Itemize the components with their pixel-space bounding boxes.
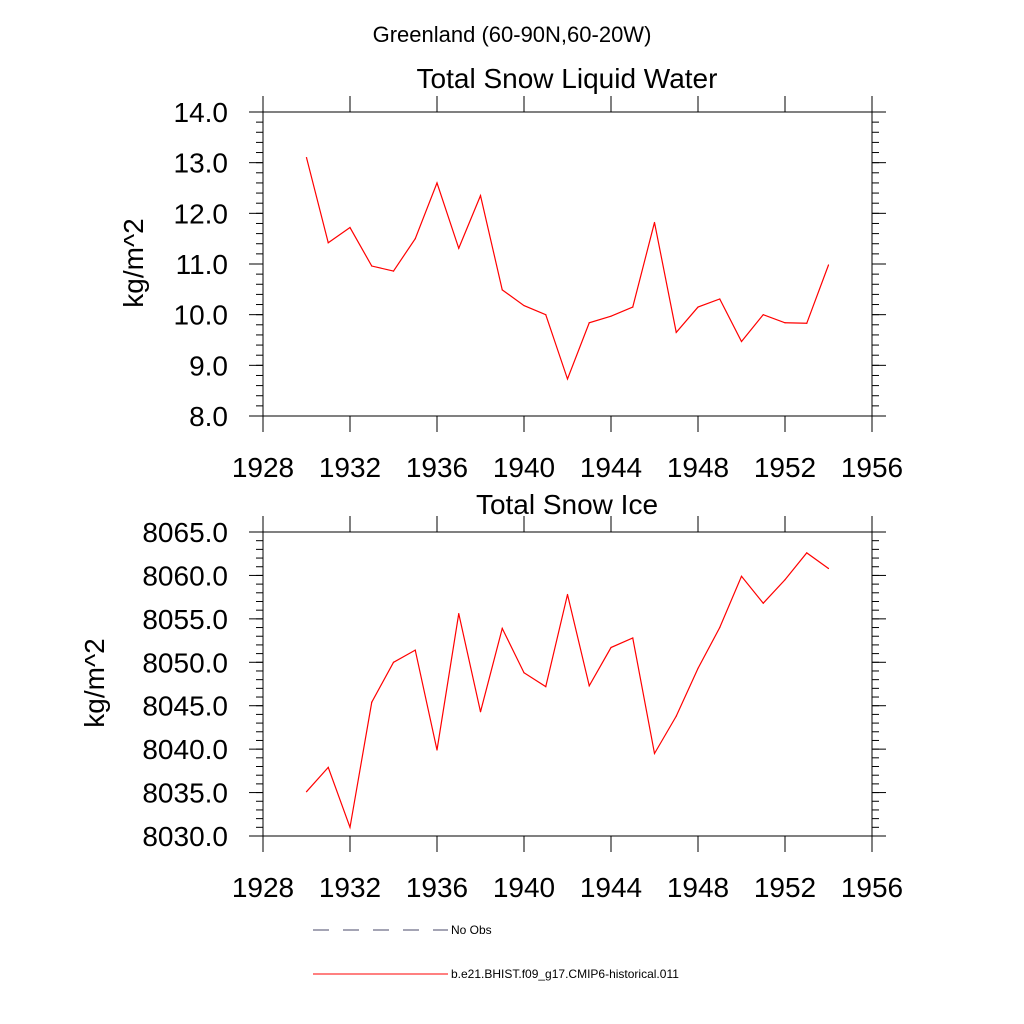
data-point [827, 567, 830, 570]
x-tick-label: 1940 [493, 452, 555, 483]
y-tick-label: 12.0 [174, 198, 229, 229]
data-point [610, 315, 612, 317]
data-point [479, 711, 482, 713]
data-point [414, 238, 416, 240]
x-tick-label: 1952 [754, 452, 816, 483]
x-tick-label: 1952 [754, 872, 816, 903]
data-point [697, 667, 699, 669]
y-tick-label: 8030.0 [142, 821, 228, 852]
data-point [392, 661, 395, 663]
panel-2-ylabel: kg/m^2 [79, 638, 110, 727]
x-tick-label: 1932 [319, 872, 381, 903]
data-point [458, 613, 460, 615]
data-point [675, 715, 677, 717]
data-point [458, 247, 460, 249]
data-point [436, 182, 438, 184]
data-point [501, 289, 503, 291]
panel-1-ylabel: kg/m^2 [118, 218, 149, 307]
x-tick-label: 1948 [667, 452, 729, 483]
data-point [501, 627, 503, 630]
x-tick-label: 1936 [406, 872, 468, 903]
data-point [371, 701, 373, 703]
main-title: Greenland (60-90N,60-20W) [373, 22, 652, 47]
data-point [610, 646, 612, 649]
panel-1-title: Total Snow Liquid Water [417, 63, 718, 94]
data-point [327, 766, 329, 768]
y-tick-label: 10.0 [174, 300, 229, 331]
data-point [762, 602, 764, 604]
data-point [784, 579, 786, 581]
y-tick-label: 11.0 [176, 249, 228, 280]
y-tick-label: 13.0 [174, 148, 229, 179]
data-point [588, 685, 590, 687]
data-point [632, 637, 634, 639]
data-point [588, 322, 590, 324]
data-point [806, 322, 808, 324]
data-point [566, 593, 569, 596]
data-point [719, 626, 721, 629]
x-tick-label: 1944 [580, 452, 642, 483]
legend-label-no-obs: No Obs [451, 923, 492, 937]
y-tick-label: 8045.0 [142, 691, 228, 722]
chart-panel-2: Total Snow Ice kg/m^2 1928 1932 1936 1940 19… [79, 489, 903, 903]
y-tick-label: 8.0 [189, 401, 228, 432]
y-tick-label: 8060.0 [142, 560, 228, 591]
series-line [305, 157, 830, 381]
data-point [545, 686, 547, 688]
data-point [697, 306, 699, 308]
data-point [523, 304, 525, 307]
data-point [545, 314, 547, 316]
data-point [349, 826, 351, 828]
y-tick-label: 8035.0 [142, 778, 228, 809]
y-tick-label: 8055.0 [142, 604, 228, 635]
data-point [762, 314, 764, 316]
data-point [740, 575, 743, 577]
y-tick-label: 8050.0 [142, 647, 228, 678]
data-point [675, 331, 677, 333]
data-point [523, 672, 525, 674]
data-point [653, 221, 656, 224]
data-point [479, 195, 482, 197]
data-point [305, 157, 308, 159]
panel-2-title: Total Snow Ice [476, 489, 658, 520]
x-tick-label: 1928 [232, 452, 294, 483]
y-tick-label: 8040.0 [142, 734, 228, 765]
x-tick-label: 1956 [841, 872, 903, 903]
legend-label-model: b.e21.BHIST.f09_g17.CMIP6-historical.011 [451, 967, 679, 981]
x-tick-label: 1940 [493, 872, 555, 903]
y-tick-label: 8065.0 [142, 517, 228, 548]
data-point [371, 265, 373, 267]
x-tick-label: 1932 [319, 452, 381, 483]
chart-panel-1: Total Snow Liquid Water kg/m^2 1928 1932 1… [118, 63, 903, 483]
data-point [806, 552, 808, 554]
data-point [632, 306, 634, 308]
data-point [349, 226, 351, 229]
y-tick-label: 14.0 [174, 97, 229, 128]
data-point [436, 749, 438, 751]
data-point [653, 752, 656, 755]
data-point [414, 649, 416, 651]
data-point [827, 264, 830, 266]
x-tick-label: 1928 [232, 872, 294, 903]
data-point [740, 340, 743, 343]
y-tick-label: 9.0 [189, 350, 228, 381]
data-point [327, 242, 329, 244]
plot-frame [262, 111, 873, 417]
data-point [566, 378, 569, 380]
plot-frame [262, 531, 873, 837]
x-tick-label: 1956 [841, 452, 903, 483]
data-point [392, 270, 395, 272]
x-tick-label: 1948 [667, 872, 729, 903]
data-point [719, 298, 721, 300]
x-tick-label: 1936 [406, 452, 468, 483]
data-point [784, 322, 786, 324]
data-point [305, 791, 308, 793]
legend: No Obs b.e21.BHIST.f09_g17.CMIP6-histori… [313, 923, 679, 981]
x-tick-label: 1944 [580, 872, 642, 903]
